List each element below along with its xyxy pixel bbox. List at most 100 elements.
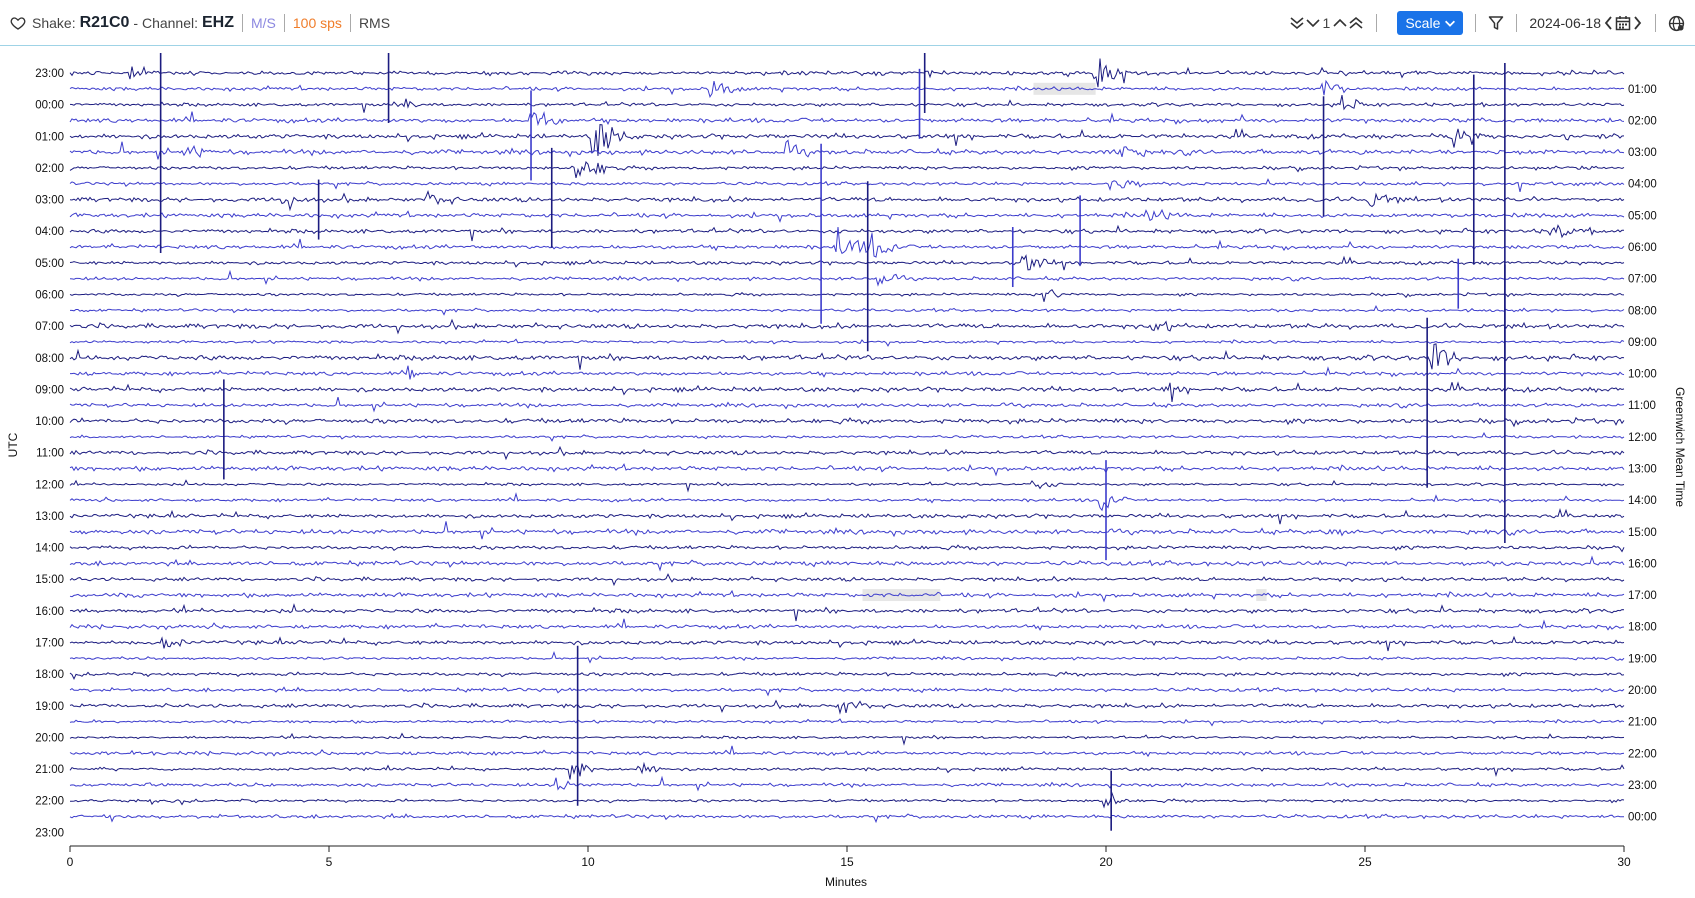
trace-line	[69, 761, 1625, 780]
units-toggle[interactable]: M/S	[251, 14, 276, 31]
trace-line	[69, 416, 1625, 428]
divider	[1376, 14, 1378, 32]
seismogram-traces	[69, 53, 1625, 831]
trace-line	[69, 589, 1625, 603]
scale-dropdown-button[interactable]: Scale	[1397, 11, 1464, 35]
divider	[1475, 14, 1477, 32]
trace-line	[69, 650, 1625, 664]
gmt-hour-label: 04:00	[1628, 179, 1657, 191]
trace-line	[69, 775, 1625, 792]
divider	[283, 13, 285, 32]
station-code: R21C0	[79, 13, 130, 31]
trace-line	[69, 139, 1625, 160]
utc-hour-label: 23:00	[35, 68, 64, 80]
rms-toggle[interactable]: RMS	[358, 14, 391, 31]
utc-hour-label: 16:00	[35, 606, 64, 618]
trace-line	[69, 718, 1625, 727]
trace-line	[69, 160, 1625, 179]
trace-line	[69, 507, 1625, 525]
divider	[242, 13, 243, 32]
trace-line	[69, 544, 1625, 553]
y-axis-label-right: Greenwich Mean Time	[1673, 387, 1687, 507]
x-axis-label: Minutes	[825, 875, 867, 889]
trace-line	[69, 343, 1625, 370]
utc-hour-label: 04:00	[35, 226, 64, 238]
toolbar: Shake: R21C0 - Channel: EHZ M/S 100 sps …	[0, 0, 1695, 46]
gmt-hour-label: 21:00	[1628, 717, 1657, 729]
utc-hour-label: 07:00	[35, 321, 64, 333]
chevron-down-icon[interactable]	[1305, 15, 1321, 31]
utc-hour-label: 03:00	[35, 195, 64, 207]
utc-hour-label: 17:00	[35, 638, 64, 650]
channel-code: EHZ	[202, 13, 234, 31]
trace-line	[69, 178, 1625, 193]
chevron-left-icon[interactable]	[1603, 15, 1615, 31]
utc-hour-label: 00:00	[35, 100, 64, 112]
trace-line	[69, 479, 1625, 493]
double-chevron-up-icon[interactable]	[1348, 15, 1364, 31]
trace-line	[69, 226, 1625, 258]
x-tick-label: 25	[1358, 855, 1372, 869]
x-tick-label: 5	[326, 855, 333, 869]
gmt-hour-label: 18:00	[1628, 622, 1657, 634]
zoom-value: 1	[1322, 15, 1331, 31]
trace-line	[69, 732, 1625, 746]
filter-icon[interactable]	[1488, 15, 1504, 31]
chevron-right-icon[interactable]	[1631, 15, 1643, 31]
globe-settings-icon[interactable]	[1668, 15, 1685, 32]
trace-line	[69, 686, 1625, 697]
heart-icon[interactable]	[10, 15, 26, 31]
utc-hour-label: 20:00	[35, 732, 64, 744]
chevron-down-icon	[1445, 20, 1456, 27]
divider	[349, 13, 351, 32]
trace-line	[69, 396, 1625, 413]
trace-line	[69, 79, 1625, 99]
trace-line	[70, 365, 1625, 380]
utc-hour-label: 08:00	[35, 353, 64, 365]
trace-line	[69, 94, 1625, 113]
gmt-hour-label: 14:00	[1628, 495, 1657, 507]
gmt-hour-label: 13:00	[1628, 464, 1657, 476]
gmt-hour-label: 22:00	[1628, 748, 1657, 760]
trace-line	[69, 381, 1625, 402]
x-axis: 0 5 10 15 20 25 30	[67, 845, 1631, 869]
gmt-hour-label: 17:00	[1628, 590, 1657, 602]
utc-hour-label: 06:00	[35, 289, 64, 301]
chevron-up-icon[interactable]	[1332, 15, 1348, 31]
x-tick-label: 0	[67, 855, 74, 869]
trace-line	[69, 338, 1625, 347]
trace-line	[69, 189, 1625, 212]
trace-line	[69, 671, 1625, 680]
utc-hour-label: 02:00	[35, 163, 64, 175]
trace-line	[69, 745, 1625, 758]
date-display[interactable]: 2024-06-18	[1529, 15, 1601, 31]
trace-line	[69, 573, 1625, 587]
gmt-hour-label: 20:00	[1628, 685, 1657, 697]
utc-hour-label: 12:00	[35, 479, 64, 491]
channel-label: - Channel:	[133, 14, 198, 31]
x-tick-label: 10	[581, 855, 595, 869]
x-tick-label: 30	[1617, 855, 1631, 869]
utc-hour-label: 23:00	[35, 827, 64, 839]
double-chevron-down-icon[interactable]	[1289, 15, 1305, 31]
trace-line	[69, 618, 1625, 631]
trace-line	[69, 492, 1625, 512]
utc-hour-label: 09:00	[35, 384, 64, 396]
calendar-icon[interactable]	[1615, 15, 1631, 31]
gmt-hour-label: 09:00	[1628, 337, 1657, 349]
trace-line	[69, 635, 1625, 652]
gmt-hour-label: 02:00	[1628, 115, 1657, 127]
trace-line	[69, 432, 1625, 442]
helicorder-plot: 23:00 00:00 01:00 02:00 03:00 04:00 05:00 06:00…	[6, 53, 1687, 889]
trace-line	[69, 254, 1625, 271]
utc-hour-label: 05:00	[35, 258, 64, 270]
gmt-hour-label: 16:00	[1628, 558, 1657, 570]
gmt-hour-label: 07:00	[1628, 274, 1657, 286]
gmt-hour-label: 00:00	[1628, 812, 1657, 824]
gmt-hour-label: 10:00	[1628, 369, 1657, 381]
trace-line	[69, 812, 1624, 824]
trace-line	[69, 124, 1625, 156]
utc-hour-label: 15:00	[35, 574, 64, 586]
trace-line	[69, 269, 1625, 287]
gmt-hour-label: 11:00	[1628, 400, 1656, 412]
